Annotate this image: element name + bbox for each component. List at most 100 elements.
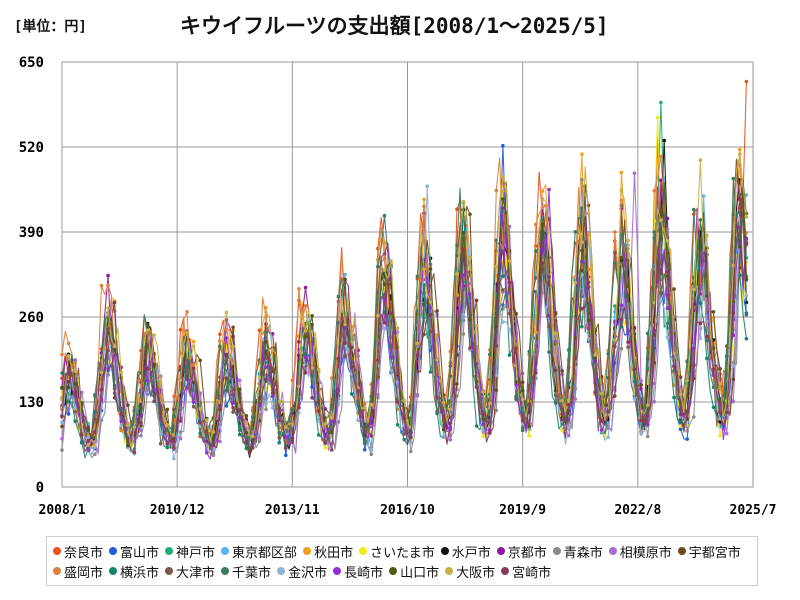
legend-item: 長崎市 bbox=[333, 561, 383, 581]
data-point bbox=[126, 443, 130, 448]
legend-marker-icon bbox=[277, 567, 286, 575]
data-point bbox=[152, 362, 156, 367]
data-point bbox=[237, 378, 242, 383]
data-point bbox=[376, 313, 380, 318]
data-point bbox=[448, 438, 453, 442]
data-point bbox=[132, 408, 137, 413]
data-point bbox=[349, 365, 354, 369]
data-point bbox=[435, 411, 439, 416]
legend-item: 青森市 bbox=[552, 541, 603, 561]
data-point bbox=[474, 385, 479, 390]
legend-label: 横浜市 bbox=[120, 565, 160, 581]
legend-item: 神戸市 bbox=[165, 541, 215, 561]
data-point bbox=[698, 292, 703, 296]
data-point bbox=[626, 340, 630, 344]
data-point bbox=[211, 443, 216, 447]
data-point bbox=[119, 428, 123, 433]
data-point bbox=[330, 406, 334, 410]
data-point bbox=[580, 248, 584, 253]
data-point bbox=[435, 358, 439, 362]
data-point bbox=[218, 407, 222, 412]
data-point bbox=[632, 397, 637, 401]
data-point bbox=[441, 414, 446, 419]
data-point bbox=[606, 409, 610, 414]
data-point bbox=[593, 390, 597, 395]
data-point bbox=[224, 388, 229, 393]
data-point bbox=[586, 326, 591, 331]
legend-label: 山口市 bbox=[400, 565, 440, 581]
data-point bbox=[231, 374, 235, 379]
data-point bbox=[79, 390, 84, 395]
data-point bbox=[639, 379, 643, 383]
data-point bbox=[93, 452, 97, 457]
legend-item: 山口市 bbox=[389, 561, 439, 581]
data-point bbox=[645, 414, 650, 418]
data-point bbox=[126, 436, 130, 441]
legend-item: 大津市 bbox=[165, 561, 215, 581]
data-point bbox=[580, 324, 584, 329]
data-point bbox=[685, 359, 689, 363]
data-point bbox=[645, 331, 650, 336]
data-point bbox=[659, 218, 663, 222]
legend-label: 東京都区部 bbox=[232, 545, 298, 561]
data-point bbox=[297, 405, 301, 410]
legend-item: 東京都区部 bbox=[221, 541, 297, 561]
data-point bbox=[415, 341, 420, 346]
data-point bbox=[652, 381, 657, 386]
data-point bbox=[185, 330, 189, 335]
data-point bbox=[613, 310, 617, 314]
data-point bbox=[369, 448, 374, 453]
data-point bbox=[652, 400, 657, 404]
legend-label: 富山市 bbox=[120, 545, 160, 561]
data-point bbox=[231, 401, 235, 405]
data-point bbox=[119, 370, 123, 375]
data-point bbox=[698, 336, 703, 341]
y-tick-label: 260 bbox=[19, 310, 44, 326]
data-point bbox=[132, 425, 137, 429]
data-point bbox=[336, 356, 341, 361]
data-point bbox=[461, 247, 466, 251]
data-point bbox=[376, 392, 380, 397]
data-point bbox=[659, 237, 663, 241]
x-tick-label: 2025/7 bbox=[730, 503, 777, 518]
data-point bbox=[501, 274, 505, 279]
data-point bbox=[303, 352, 308, 356]
data-point bbox=[362, 441, 367, 446]
data-point bbox=[60, 385, 64, 390]
legend-item: さいたま市 bbox=[359, 541, 435, 561]
data-point bbox=[738, 197, 742, 202]
data-point bbox=[362, 401, 367, 406]
data-point bbox=[428, 300, 433, 304]
data-point bbox=[645, 403, 650, 408]
data-point bbox=[66, 354, 71, 358]
data-point bbox=[678, 427, 683, 432]
x-tick-label: 2008/1 bbox=[39, 503, 86, 518]
data-point bbox=[237, 408, 242, 412]
data-point bbox=[185, 377, 189, 382]
chart-title: キウイフルーツの支出額[2008/1～2025/5] bbox=[180, 14, 609, 38]
data-point bbox=[66, 406, 71, 411]
legend-marker-icon bbox=[552, 547, 561, 555]
data-point bbox=[316, 400, 321, 405]
data-point bbox=[270, 348, 275, 352]
data-point bbox=[415, 353, 420, 358]
data-point bbox=[731, 377, 736, 382]
legend-marker-icon bbox=[53, 547, 61, 555]
data-point bbox=[573, 397, 578, 401]
data-point bbox=[744, 193, 749, 197]
data-point bbox=[290, 440, 295, 444]
data-point bbox=[172, 456, 176, 461]
data-point bbox=[205, 450, 209, 455]
data-point bbox=[73, 382, 77, 386]
legend-label: 相模原市 bbox=[619, 545, 672, 561]
data-point bbox=[655, 115, 660, 120]
data-point bbox=[158, 381, 163, 386]
data-point bbox=[112, 344, 117, 349]
data-point bbox=[264, 330, 268, 334]
legend-marker-icon bbox=[608, 547, 617, 555]
data-point bbox=[224, 404, 229, 408]
data-point bbox=[336, 294, 341, 299]
data-point bbox=[586, 232, 591, 236]
data-point bbox=[514, 346, 518, 351]
data-point bbox=[520, 380, 525, 385]
